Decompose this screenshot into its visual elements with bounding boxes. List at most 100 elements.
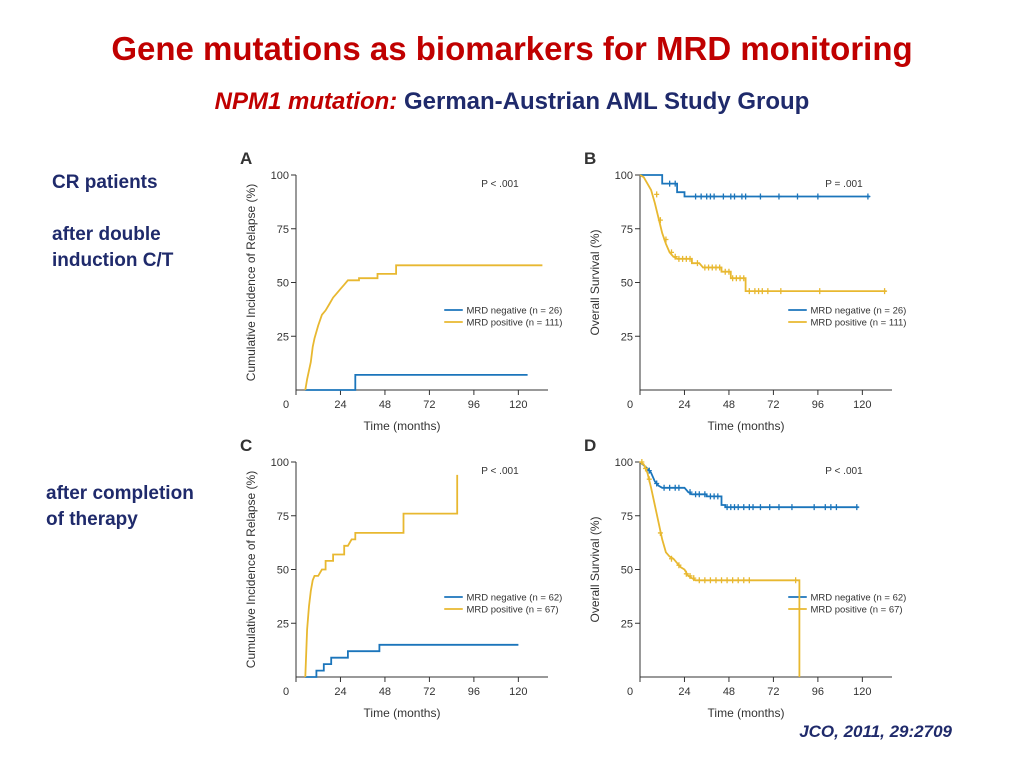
x-tick-label: 120: [509, 399, 527, 411]
censor-mark: [865, 193, 871, 200]
censor-mark: [669, 249, 674, 256]
censor-mark: [715, 493, 721, 500]
censor-mark: [687, 255, 693, 262]
censor-mark: [735, 504, 741, 511]
censor-mark: [687, 489, 693, 496]
legend-label-positive: MRD positive (n = 111): [466, 318, 562, 329]
censor-mark: [767, 504, 773, 511]
citation: JCO, 2011, 29:2709: [799, 722, 952, 741]
p-value-label: P < .001: [825, 466, 863, 477]
censor-mark: [683, 570, 689, 577]
censor-mark: [720, 193, 726, 200]
censor-mark: [795, 193, 800, 200]
y-tick-label: 50: [277, 565, 289, 577]
x-tick-label: 24: [678, 686, 690, 698]
y-tick-label: 100: [271, 170, 289, 182]
x-axis-label: Time (months): [708, 419, 785, 433]
y-tick-label: 100: [615, 457, 633, 469]
y-axis-label: Cumulative Incidence of Relapse (%): [244, 184, 258, 381]
x-tick-label: 96: [812, 686, 824, 698]
censor-mark: [730, 577, 736, 584]
censor-mark: [828, 504, 834, 511]
x-tick-label: 24: [334, 399, 346, 411]
series-line-mrd-positive: [639, 461, 801, 677]
censor-mark: [698, 193, 704, 200]
censor-mark: [882, 288, 888, 295]
series-line-mrd-negative: [639, 461, 859, 509]
censor-mark: [661, 484, 667, 491]
censor-mark: [657, 217, 663, 224]
censor-mark: [702, 577, 708, 584]
slide-subtitle: NPM1 mutation: German-Austrian AML Study…: [0, 88, 1024, 116]
censor-mark: [741, 577, 747, 584]
censor-mark: [654, 480, 660, 487]
y-axis-label: Overall Survival (%): [588, 516, 602, 622]
censor-mark: [707, 577, 713, 584]
censor-mark: [757, 193, 763, 200]
x-tick-label: 48: [723, 399, 735, 411]
censor-mark: [759, 288, 765, 295]
subtitle-npm1: NPM1 mutation:: [214, 88, 398, 115]
legend-label-negative: MRD negative (n = 62): [810, 593, 906, 604]
series-line-mrd-positive: [304, 474, 459, 678]
censor-mark: [663, 236, 669, 243]
censor-mark: [669, 555, 674, 562]
y-tick-label: 75: [277, 511, 289, 523]
censor-mark: [741, 504, 747, 511]
series-line-mrd-positive: [304, 264, 543, 391]
censor-mark: [735, 577, 741, 584]
p-value-label: P = .001: [825, 179, 863, 190]
x-tick-label: 48: [723, 686, 735, 698]
x-tick-label: 0: [283, 399, 289, 411]
x-tick-label: 72: [767, 399, 779, 411]
censor-mark: [757, 504, 763, 511]
censor-mark: [726, 268, 732, 275]
panel-c-chart: C 25 50 75 100 0 24 48 72 96 120 Time (months) Cumul…: [240, 436, 562, 720]
censor-mark: [822, 504, 828, 511]
censor-mark: [717, 264, 723, 271]
y-tick-label: 100: [271, 457, 289, 469]
censor-mark: [646, 467, 652, 474]
censor-mark: [750, 504, 756, 511]
y-tick-label: 75: [621, 224, 633, 236]
censor-mark: [711, 193, 717, 200]
censor-mark: [702, 491, 708, 498]
x-tick-label: 0: [283, 686, 289, 698]
subtitle-study-group: German-Austrian AML Study Group: [397, 88, 810, 115]
x-tick-label: 96: [468, 686, 480, 698]
censor-mark: [672, 180, 678, 187]
legend-label-negative: MRD negative (n = 26): [466, 306, 562, 317]
panel-letter-d: D: [584, 436, 596, 455]
side-label-completion: after completion of therapy: [46, 481, 194, 533]
x-tick-label: 0: [627, 399, 633, 411]
y-tick-label: 100: [615, 170, 633, 182]
censor-mark: [854, 504, 860, 511]
x-tick-label: 48: [379, 686, 391, 698]
censor-mark: [778, 288, 784, 295]
legend-label-positive: MRD positive (n = 111): [810, 318, 906, 329]
legend-label-positive: MRD positive (n = 67): [810, 605, 902, 616]
legend-label-negative: MRD negative (n = 26): [810, 306, 906, 317]
x-tick-label: 72: [423, 686, 435, 698]
x-axis-label: Time (months): [364, 419, 441, 433]
panel-letter-a: A: [240, 149, 252, 168]
legend-label-negative: MRD negative (n = 62): [466, 593, 562, 604]
x-tick-label: 72: [767, 686, 779, 698]
panel-a-chart: A 25 50 75 100 0 24 48 72 96 120 Time (months) Cumul…: [240, 149, 562, 433]
censor-mark: [713, 577, 719, 584]
x-axis-label: Time (months): [364, 706, 441, 720]
x-tick-label: 24: [334, 686, 346, 698]
censor-mark: [746, 577, 752, 584]
censor-mark: [811, 504, 817, 511]
censor-mark: [696, 491, 702, 498]
censor-mark: [732, 193, 737, 200]
censor-mark: [833, 504, 839, 511]
x-tick-label: 120: [853, 399, 871, 411]
censor-mark: [643, 465, 649, 472]
censor-mark: [646, 476, 652, 483]
censor-mark: [817, 288, 823, 295]
x-tick-label: 96: [468, 399, 480, 411]
slide-title: Gene mutations as biomarkers for MRD mon…: [111, 30, 913, 67]
censor-mark: [694, 260, 700, 267]
y-tick-label: 50: [277, 278, 289, 290]
